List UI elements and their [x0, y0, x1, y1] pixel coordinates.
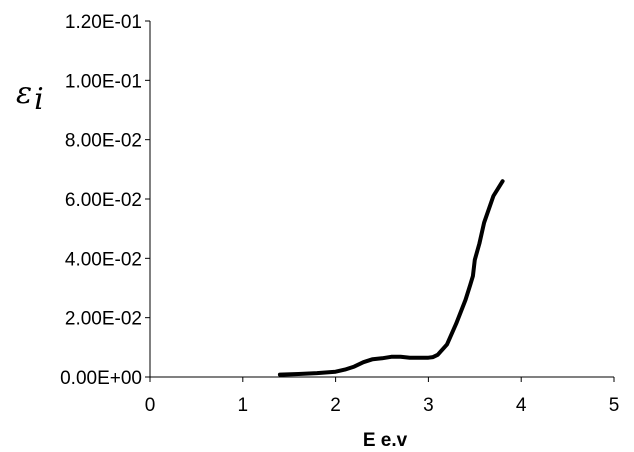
x-tick-label: 5: [609, 395, 620, 416]
y-tick-label: 1.20E-01: [65, 12, 142, 33]
x-tick-label: 2: [330, 395, 341, 416]
x-axis-title: E e.v: [363, 430, 408, 451]
y-axis-title: εi: [16, 76, 44, 117]
x-tick-label: 1: [238, 395, 249, 416]
x-tick-label: 4: [516, 395, 527, 416]
y-axis-title-base: ε: [16, 76, 32, 111]
series-line: [277, 179, 505, 377]
y-tick-label: 1.00E-01: [65, 71, 142, 92]
y-tick-label: 4.00E-02: [65, 249, 142, 270]
y-tick-label: 2.00E-02: [65, 309, 142, 330]
y-tick-label: 6.00E-02: [65, 190, 142, 211]
y-tick-label: 8.00E-02: [65, 131, 142, 152]
y-tick-label: 0.00E+00: [60, 368, 142, 389]
y-axis-title-sub: i: [34, 82, 44, 117]
x-tick-label: 0: [145, 395, 156, 416]
x-tick-label: 3: [423, 395, 434, 416]
